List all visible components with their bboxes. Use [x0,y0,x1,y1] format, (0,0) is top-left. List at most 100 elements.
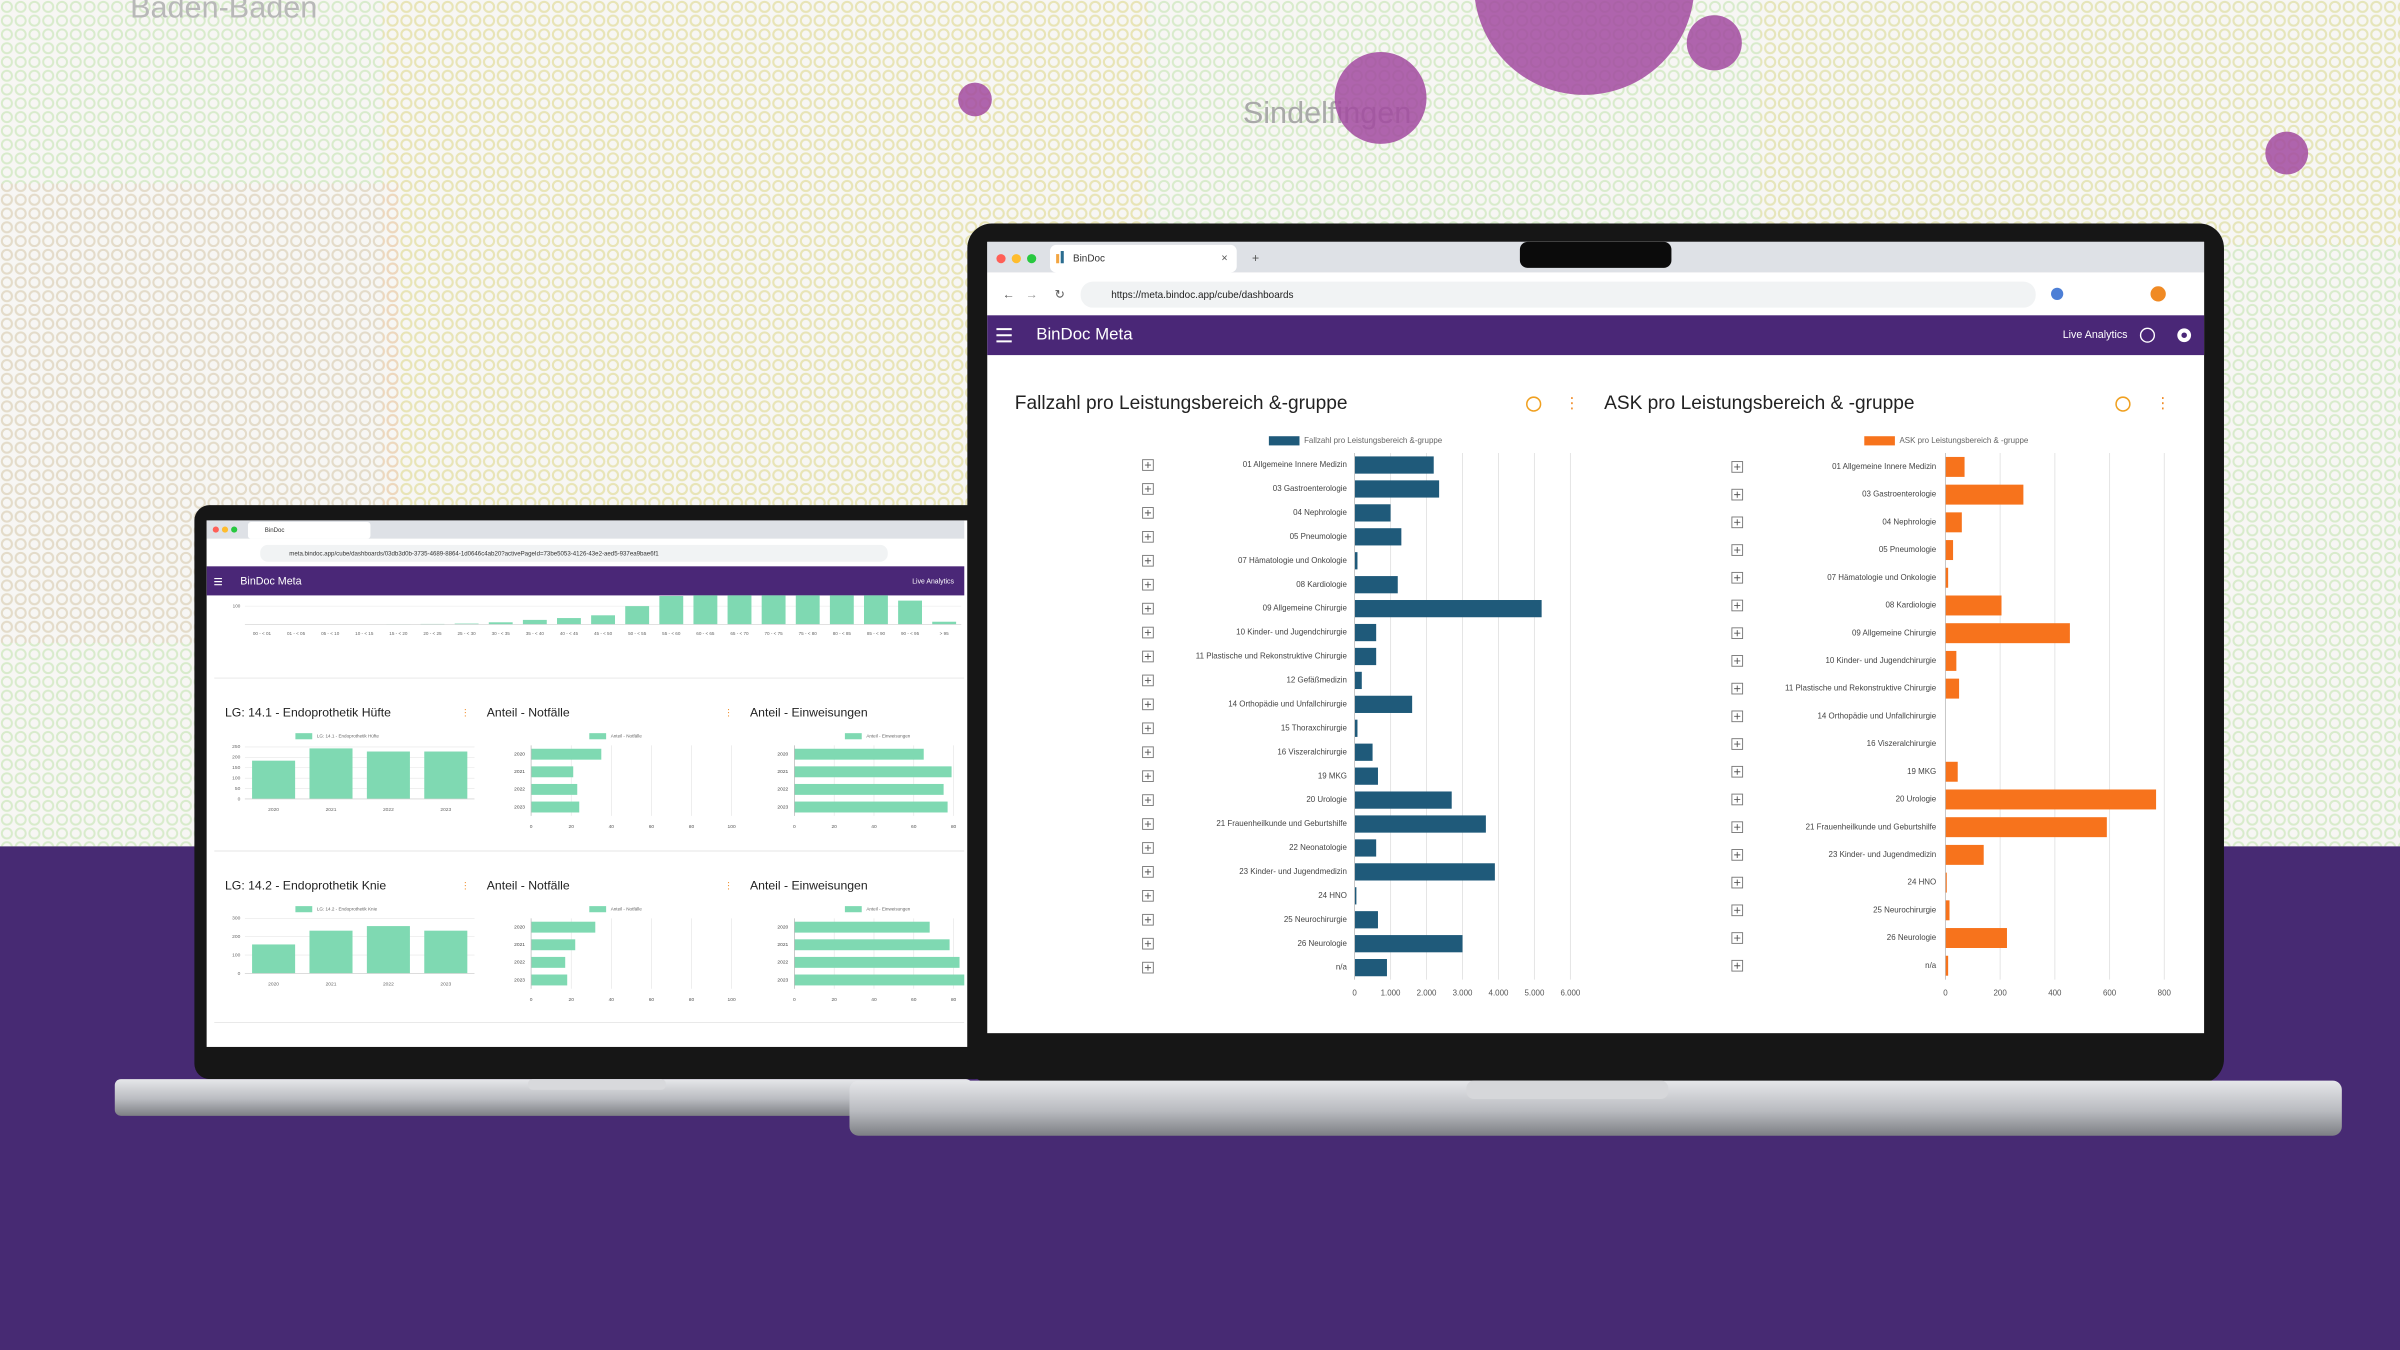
y-tick-label: 2023 [777,977,788,983]
legend-label[interactable]: LG: 14.1 - Endoprothetik Hüfte [317,733,380,738]
menu-icon[interactable] [996,328,1012,343]
x-tick-label: 90 - < 95 [901,631,920,636]
bar [454,623,479,625]
new-tab[interactable]: + [1252,251,1259,265]
bar [1354,791,1452,809]
x-tick-label: 600 [2103,988,2117,997]
legend-swatch[interactable] [589,906,607,913]
more-icon[interactable]: ⋮ [461,881,470,891]
y-tick-label: 100 [232,775,240,781]
y-tick-label: 250 [232,744,240,750]
legend-label[interactable]: ASK pro Leistungsbereich & -gruppe [1899,436,2028,445]
legend-swatch[interactable] [1864,436,1895,446]
y-tick-label: 09 Allgemeine Chirurgie [1263,604,1348,613]
x-tick-label: 2022 [383,807,394,813]
x-tick-label: 60 [911,824,917,830]
legend-swatch[interactable] [844,733,862,740]
bar [252,760,296,799]
legend-swatch[interactable] [1268,436,1300,446]
live-analytics[interactable]: Live Analytics [912,578,954,585]
menu-icon[interactable] [214,577,222,586]
legend-label[interactable]: Fallzahl pro Leistungsbereich &-gruppe [1304,436,1443,445]
chart-title: Anteil - Einweisungen [750,878,868,892]
bar [1354,623,1377,642]
expand-plus [1734,602,1741,609]
y-tick-label: 03 Gastroenterologie [1273,484,1348,493]
more-icon[interactable]: ⋮ [2155,395,2170,412]
bar [794,783,944,795]
info-icon[interactable] [2115,396,2131,412]
extension-icon[interactable] [2051,287,2064,300]
window-button[interactable] [221,526,229,533]
window-button[interactable] [212,526,219,533]
help-icon[interactable] [2139,327,2156,343]
expand-plus [1144,797,1152,804]
bar [1354,815,1486,833]
url: meta.bindoc.app/cube/dashboards/03db3d0b… [289,551,659,558]
y-tick-label: 04 Nephrologie [1882,517,1936,526]
more-icon[interactable]: ⋮ [1564,395,1579,412]
live-analytics[interactable]: Live Analytics [2063,329,2128,341]
more-icon[interactable]: ⋮ [724,708,733,718]
y-tick-label: 22 Neonatologie [1289,843,1347,852]
bar [1354,576,1398,594]
x-tick-label: 15 - < 20 [389,631,408,636]
legend-label[interactable]: LG: 14.2 - Endoprothetik Knie [317,906,378,911]
app-title: BinDoc Meta [1036,325,1133,344]
expand-plus [1734,519,1741,526]
bar [794,801,948,813]
legend-swatch[interactable] [589,733,607,740]
x-tick-label: 200 [1994,988,2008,997]
y-tick-label: 24 HNO [1908,878,1937,887]
legend-label[interactable]: Anteil - Notfälle [611,906,642,911]
x-tick-label: 20 [569,997,575,1003]
url-field[interactable] [1080,281,2036,308]
window-button[interactable] [1011,254,1021,264]
info-icon[interactable] [1526,396,1542,412]
browser-tab[interactable] [247,521,371,539]
legend-swatch[interactable] [844,906,862,913]
tab-close[interactable]: × [1221,253,1227,265]
laptop-lip [1466,1080,1669,1099]
settings-icon-hole [2181,332,2187,338]
profile-icon[interactable] [2150,286,2166,302]
window-button[interactable] [1027,254,1037,264]
expand-plus [1144,725,1152,732]
bar [898,600,922,625]
y-tick-label: 23 Kinder- und Jugendmedizin [1829,850,1937,859]
legend-swatch[interactable] [295,733,313,740]
bar [1354,647,1377,666]
y-tick-label: 01 Allgemeine Innere Medizin [1832,462,1936,471]
y-tick-label: 2022 [777,960,788,966]
chart-title: Anteil - Notfälle [487,705,570,719]
reload-button[interactable]: ↻ [1055,288,1065,302]
y-tick-label: 04 Nephrologie [1293,508,1347,517]
bar [1354,528,1402,546]
legend-label[interactable]: Anteil - Einweisungen [866,733,910,738]
x-tick-label: 70 - < 75 [765,631,784,636]
bar [531,921,596,933]
legend-label[interactable]: Anteil - Einweisungen [866,906,910,911]
x-tick-label: 3.000 [1453,988,1473,997]
bar [761,595,786,625]
back-button[interactable]: ← [1003,288,1015,302]
bar [1945,872,1947,893]
expand-plus [1144,653,1152,660]
browser-tab[interactable] [1050,244,1237,273]
expand-plus [1734,879,1741,886]
window-button[interactable] [231,526,238,533]
legend-swatch[interactable] [295,906,313,913]
tab-bar [206,520,965,539]
more-icon[interactable]: ⋮ [724,881,733,891]
legend-label[interactable]: Anteil - Notfälle [611,733,642,738]
x-tick-label: 2.000 [1417,988,1437,997]
url-field[interactable] [260,544,888,562]
window-button[interactable] [996,254,1006,264]
x-tick-label: 0 [1352,988,1357,997]
forward-button[interactable]: → [1026,288,1038,302]
bar [1945,650,1957,671]
more-icon[interactable]: ⋮ [461,708,470,718]
y-tick-label: 0 [238,971,241,977]
